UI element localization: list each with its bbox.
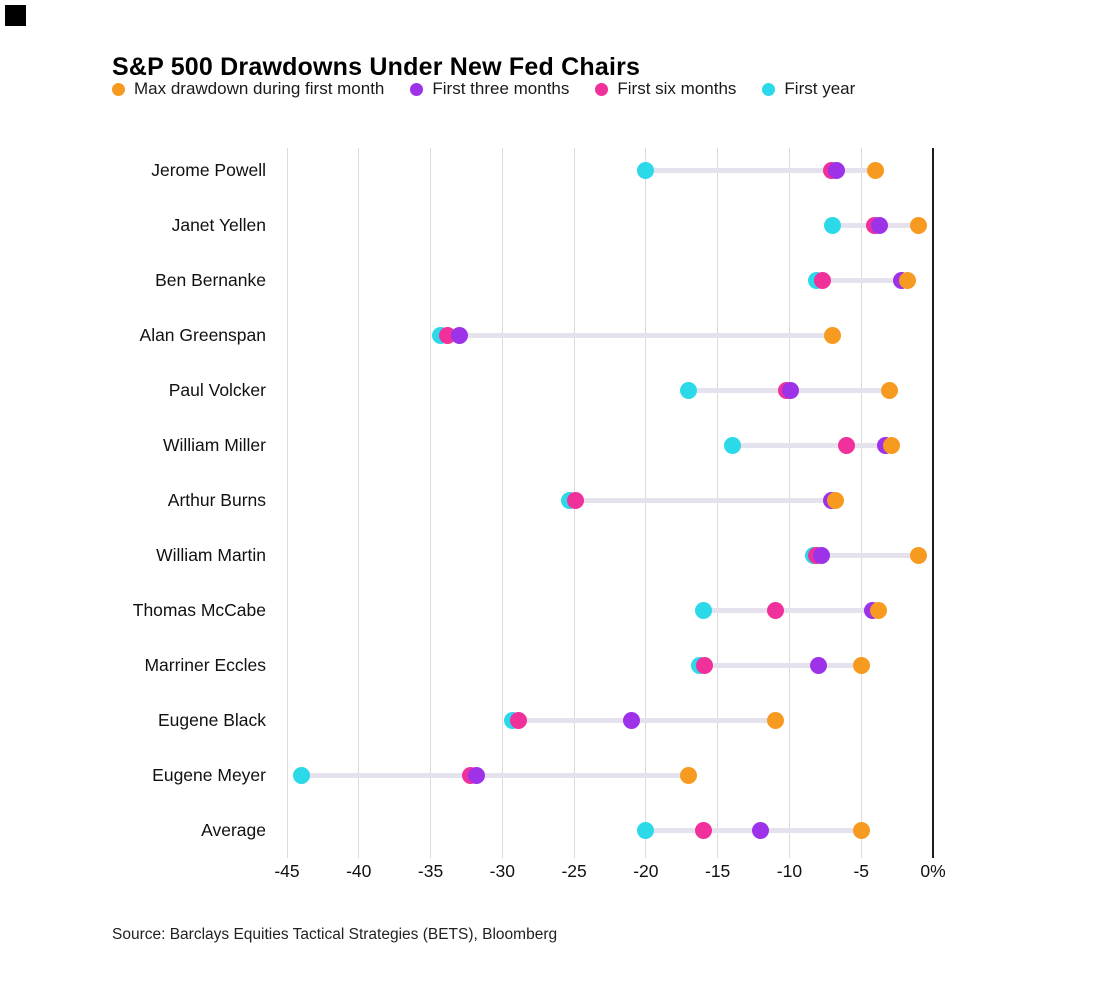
legend-dot-first_month <box>112 82 125 96</box>
connector-line <box>569 497 836 503</box>
dot-six_months <box>567 491 585 509</box>
gridline <box>358 148 360 858</box>
legend-label: First three months <box>432 79 570 98</box>
legend-label: Max drawdown during first month <box>134 79 385 98</box>
x-tick-label: -20 <box>633 861 659 881</box>
dot-first_month <box>824 326 841 344</box>
dot-first_month <box>826 491 844 509</box>
x-tick-label: -45 <box>274 861 300 881</box>
row-label: Alan Greenspan <box>139 325 266 345</box>
chart-legend: Max drawdown during first month First thr… <box>112 79 912 99</box>
connector-line <box>512 717 776 723</box>
row-label: Thomas McCabe <box>132 600 266 620</box>
legend-dot-three_months <box>410 82 424 96</box>
dot-six_months <box>766 601 784 619</box>
row-label: Marriner Eccles <box>144 655 266 675</box>
dot-first_month <box>910 546 928 564</box>
dot-first_year <box>637 821 655 839</box>
connector-line <box>699 662 862 668</box>
x-tick-label: -35 <box>417 861 444 881</box>
gridline <box>501 148 503 858</box>
source-note: Source: Barclays Equities Tactical Strat… <box>112 926 558 943</box>
dot-first_year <box>824 216 841 234</box>
legend-item-three_months: First three months <box>410 79 569 99</box>
dot-three_months <box>467 766 485 784</box>
dot-first_month <box>867 161 885 179</box>
dot-three_months <box>623 711 641 729</box>
row-label: Paul Volcker <box>168 380 266 400</box>
dot-six_months <box>694 821 712 839</box>
dot-first_year <box>680 381 698 399</box>
dot-first_month <box>766 711 784 729</box>
x-tick-label: -10 <box>776 861 803 881</box>
x-tick-label: -25 <box>561 861 587 881</box>
row-label: Eugene Black <box>158 710 266 730</box>
row-label: Janet Yellen <box>171 215 266 235</box>
zero-axis-line <box>932 148 934 858</box>
row-label: William Miller <box>162 435 266 455</box>
legend-item-first_month: Max drawdown during first month <box>112 79 384 99</box>
row-label: Average <box>201 820 266 840</box>
gridline <box>860 148 862 858</box>
dot-three_months <box>828 161 846 179</box>
corner-logo-mark <box>5 5 26 26</box>
dot-six_months <box>838 436 856 454</box>
legend-item-first_year: First year <box>762 79 855 99</box>
legend-label: First year <box>784 79 856 98</box>
dot-first_month <box>898 271 916 289</box>
row-label: William Martin <box>156 545 266 565</box>
x-tick-label: -5 <box>853 861 869 881</box>
gridline <box>717 148 719 858</box>
dot-first_month <box>869 601 887 619</box>
dot-first_year <box>292 766 310 784</box>
dot-three_months <box>809 656 827 674</box>
connector-line <box>645 167 876 173</box>
connector-line <box>301 772 689 778</box>
connector-line <box>703 607 879 613</box>
dot-first_month <box>680 766 698 784</box>
dot-six_months <box>813 271 831 289</box>
dot-three_months <box>782 381 800 399</box>
gridline <box>645 148 647 858</box>
legend-label: First six months <box>617 79 737 98</box>
dot-first_month <box>852 821 870 839</box>
connector-line <box>440 332 833 338</box>
gridline <box>788 148 790 858</box>
connector-line <box>732 442 892 448</box>
dot-three_months <box>871 216 889 234</box>
x-tick-label: 0% <box>920 861 946 881</box>
row-label: Jerome Powell <box>151 160 266 180</box>
dot-first_year <box>637 161 655 179</box>
x-tick-label: -30 <box>489 861 515 881</box>
dot-first_year <box>694 601 712 619</box>
dot-first_year <box>723 436 741 454</box>
chart-title: S&P 500 Drawdowns Under New Fed Chairs <box>112 52 641 81</box>
x-tick-label: -15 <box>705 861 731 881</box>
row-label: Eugene Meyer <box>152 765 266 785</box>
x-tick-label: -40 <box>346 861 372 881</box>
dot-six_months <box>696 656 714 674</box>
gridline <box>430 148 432 858</box>
dot-three_months <box>812 546 830 564</box>
legend-item-six_months: First six months <box>595 79 736 99</box>
dot-six_months <box>509 711 527 729</box>
connector-line <box>816 277 908 283</box>
dot-three_months <box>450 326 468 344</box>
row-label: Ben Bernanke <box>155 270 266 290</box>
legend-dot-six_months <box>595 82 609 96</box>
dot-first_month <box>852 656 870 674</box>
dot-first_month <box>882 436 900 454</box>
row-label: Arthur Burns <box>167 490 266 510</box>
dot-first_month <box>910 216 928 234</box>
dot-three_months <box>752 821 770 839</box>
legend-dot-first_year <box>762 82 776 96</box>
connector-line <box>813 552 919 558</box>
gridline <box>286 148 288 858</box>
dot-first_month <box>881 381 899 399</box>
